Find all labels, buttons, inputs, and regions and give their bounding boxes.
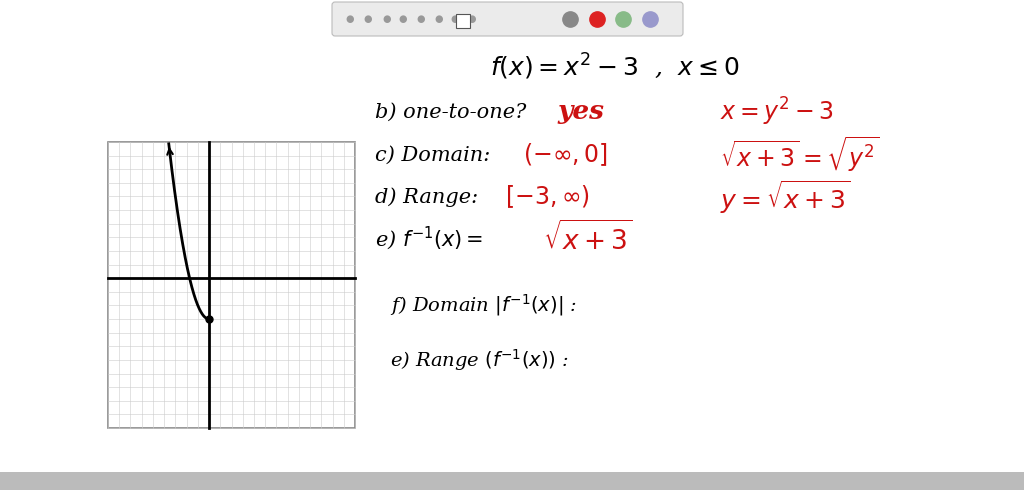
Bar — [0, 472, 1024, 490]
Text: ●: ● — [346, 14, 354, 24]
Text: ●: ● — [435, 14, 443, 24]
Text: f) Domain $|f^{-1}(x)|$ :: f) Domain $|f^{-1}(x)|$ : — [390, 292, 578, 318]
Bar — [456, 14, 470, 28]
Text: ●: ● — [398, 14, 408, 24]
Text: ●: ● — [417, 14, 425, 24]
Text: $x = y^2 - 3$: $x = y^2 - 3$ — [720, 96, 835, 128]
Text: d) Range:: d) Range: — [375, 187, 478, 207]
Text: ●: ● — [451, 14, 459, 24]
Text: b) one-to-one?: b) one-to-one? — [375, 102, 526, 122]
Text: $\sqrt{x+3} = \sqrt{y^2}$: $\sqrt{x+3} = \sqrt{y^2}$ — [720, 135, 880, 175]
Text: $\sqrt{x+3}$: $\sqrt{x+3}$ — [543, 220, 633, 255]
FancyBboxPatch shape — [332, 2, 683, 36]
Text: $(-\infty, 0]$: $(-\infty, 0]$ — [523, 142, 608, 169]
Text: yes: yes — [557, 99, 604, 124]
Text: ●: ● — [364, 14, 373, 24]
Text: e) Range $(f^{-1}(x))$ :: e) Range $(f^{-1}(x))$ : — [390, 347, 569, 373]
Text: $y = \sqrt{x+3}$: $y = \sqrt{x+3}$ — [720, 178, 850, 216]
Bar — [108, 142, 355, 428]
Text: ●: ● — [468, 14, 476, 24]
Text: ●: ● — [383, 14, 391, 24]
Text: e) $f^{-1}(x) =$: e) $f^{-1}(x) =$ — [375, 224, 483, 252]
Text: $f(x) = x^2 - 3$  ,  $x \leq 0$: $f(x) = x^2 - 3$ , $x \leq 0$ — [490, 52, 739, 82]
Text: $[-3, \infty)$: $[-3, \infty)$ — [505, 184, 590, 210]
Text: c) Domain:: c) Domain: — [375, 146, 490, 165]
